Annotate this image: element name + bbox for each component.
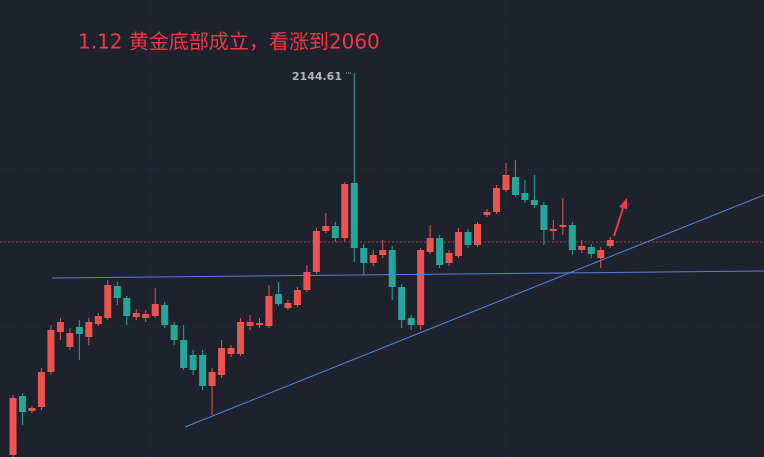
candle-body (265, 296, 273, 326)
candle-body (331, 226, 339, 238)
candle-body (597, 250, 605, 258)
candle-body (312, 231, 320, 272)
candle-body (483, 212, 491, 215)
candle-body (455, 232, 463, 256)
trend-line (184, 194, 764, 428)
candle-body (28, 408, 36, 411)
annotation-title: 1.12 黄金底部成立，看涨到2060 (78, 30, 380, 54)
candle-body (274, 294, 282, 304)
candle-body (142, 314, 150, 318)
candle-body (180, 340, 188, 368)
candle-body (530, 200, 538, 205)
candle-body (521, 193, 529, 200)
candle-body (284, 303, 292, 308)
candle-body (170, 325, 178, 340)
candle-body (208, 372, 216, 386)
candle-body (123, 298, 131, 316)
candle-body (445, 253, 453, 263)
arrow (613, 204, 625, 237)
candle-body (587, 247, 595, 254)
candle-body (511, 177, 519, 195)
candle-body (199, 355, 207, 386)
candle-body (161, 305, 169, 325)
candle-body (56, 322, 64, 332)
candle-body (379, 250, 387, 255)
candle-body (113, 286, 121, 298)
candle-body (464, 232, 472, 245)
candle-body (407, 318, 415, 325)
candle-body (132, 313, 140, 317)
candle-body (426, 238, 434, 252)
candle-body (255, 323, 263, 325)
candle-body (246, 322, 254, 326)
candle-body (369, 255, 377, 263)
candle-body (502, 175, 510, 190)
candle-body (227, 348, 235, 354)
candle-body (47, 330, 55, 372)
arrow-head (619, 198, 627, 209)
candle-body (218, 348, 226, 375)
candle-body (75, 327, 83, 334)
support-line (51, 270, 764, 279)
candle-body (559, 225, 567, 227)
candle-body (606, 240, 614, 246)
candle-body (568, 225, 576, 250)
candle-body (66, 333, 74, 347)
candle-body (151, 304, 159, 316)
candle-body (189, 355, 197, 370)
candle-body (540, 205, 548, 230)
candle-body (94, 316, 102, 324)
candle-body (85, 322, 93, 337)
candle-body (341, 184, 349, 238)
candle-body (104, 285, 112, 318)
candle-body (549, 229, 557, 231)
candle-body (237, 322, 245, 354)
candle-body (293, 290, 301, 305)
candle-body (492, 188, 500, 212)
candle-body (436, 238, 444, 265)
candle-body (578, 246, 586, 250)
candle-body (9, 398, 17, 455)
candles (9, 72, 614, 457)
candle-body (18, 396, 26, 412)
candle-body (388, 250, 396, 287)
candle-body (322, 226, 330, 231)
candle-body (303, 272, 311, 290)
candle-body (474, 224, 482, 245)
high-label: 2144.61 (292, 70, 342, 83)
candle-body (417, 250, 425, 325)
candle-body (37, 372, 45, 407)
candle-body (360, 248, 368, 263)
candle-body (398, 287, 406, 320)
candle-body (350, 183, 358, 248)
